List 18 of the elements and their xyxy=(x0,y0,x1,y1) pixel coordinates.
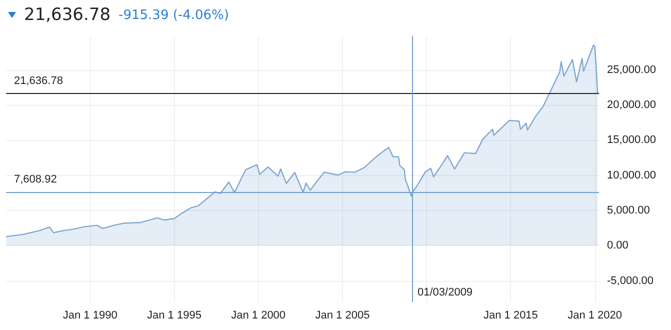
y-tick-label: 20,000.00 xyxy=(607,98,656,111)
ref-line-label: 01/03/2009 xyxy=(417,286,473,298)
x-tick-label: Jan 1 2015 xyxy=(483,310,538,322)
x-tick-label: Jan 1 2020 xyxy=(568,310,622,322)
ref-line-label: 21,636.78 xyxy=(14,74,63,87)
y-tick-label: 25,000.00 xyxy=(607,64,656,76)
x-tick-label: Jan 1 1990 xyxy=(62,310,118,322)
x-tick-label: Jan 1 1995 xyxy=(147,310,202,322)
y-tick-label: 15,000.00 xyxy=(607,134,656,146)
chart-title: 21,636.78 xyxy=(24,5,111,25)
y-tick-label: 0.00 xyxy=(607,240,628,252)
ref-line-label: 7,608.92 xyxy=(14,174,57,186)
x-tick-label: Jan 1 2005 xyxy=(315,310,370,322)
x-tick-label: Jan 1 2000 xyxy=(231,310,286,322)
y-tick-label: -5,000.00 xyxy=(607,274,654,287)
chart-subtitle: -915.39 (-4.06%) xyxy=(118,8,229,22)
y-tick-label: 5,000.00 xyxy=(607,204,650,217)
y-tick-label: 10,000.00 xyxy=(607,169,656,182)
